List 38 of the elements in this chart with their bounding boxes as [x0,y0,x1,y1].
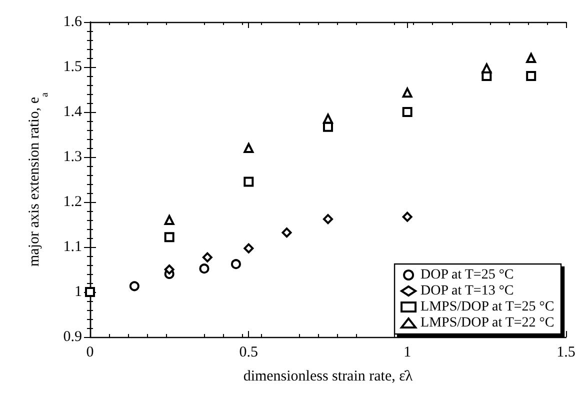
point [402,107,412,117]
point [199,264,210,274]
legend-label: DOP at T=25 °C [420,268,514,282]
point [202,252,212,262]
x-axis-title: dimensionless strain rate, ε̇λ [243,368,414,384]
point [244,176,254,187]
y-tick-label: 1.3 [63,149,82,165]
point [526,53,536,63]
point [323,114,333,124]
point [526,71,536,81]
y-tick-label: 1.5 [63,59,82,75]
point [129,281,140,292]
y-tick-label: 1 [74,284,82,300]
point [402,88,412,98]
point [164,232,174,242]
point [244,143,254,153]
point [323,214,333,224]
x-tick-label: 0.5 [239,344,258,360]
y-tick-label: 1.6 [63,14,82,30]
y-tick-label: 1.1 [63,239,82,255]
y-tick-label: 0.9 [63,329,82,345]
point [164,215,174,225]
point [482,63,492,74]
y-tick-label: 1.4 [63,104,82,120]
x-tick-label: 0 [86,344,94,360]
legend-label: LMPS/DOP at T=25 °C [420,300,554,314]
point [402,212,412,222]
point [85,287,95,297]
x-tick-label: 1.5 [556,344,576,360]
point [244,243,254,254]
y-tick-label: 1.2 [63,194,82,210]
legend-label: LMPS/DOP at T=22 °C [420,316,554,330]
y-axis-title: major axis extension ratio, ea [26,92,50,266]
x-tick-label: 1 [404,344,412,360]
point [282,228,292,238]
point [230,259,241,270]
point [164,264,174,274]
legend-label: DOP at T=13 °C [420,284,514,298]
